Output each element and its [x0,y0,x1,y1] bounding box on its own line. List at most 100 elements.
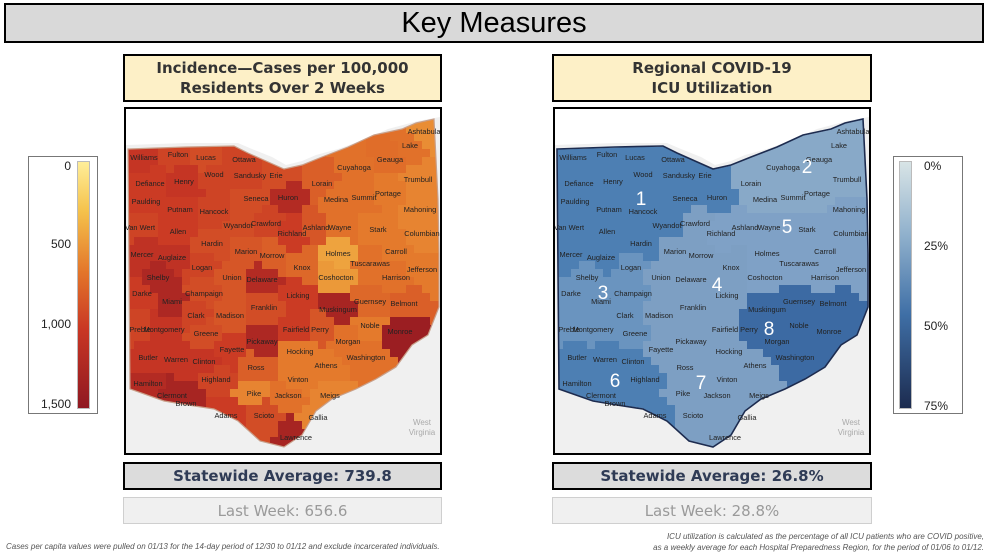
county-label-darke: Darke [132,289,152,298]
icu-statewide-average: Statewide Average: 26.8% [552,462,872,490]
county-label-highland: Highland [201,375,230,384]
icu-map[interactable]: Williams Fulton Lucas Ottawa Lake Ashtabula De… [553,107,871,455]
county-label-guernsey: Guernsey [354,297,386,306]
county-label-holmes: Holmes [325,249,350,258]
region-label-8: 8 [764,319,775,340]
county-label-athens: Athens [314,361,337,370]
county-label-jackson: Jackson [703,391,730,400]
county-label-wyandot: Wyandot [652,221,681,230]
county-label-shelby: Shelby [147,273,170,282]
icu-header-line2: ICU Utilization [651,79,773,97]
county-label-erie: Erie [269,171,282,180]
county-label-vinton: Vinton [288,375,309,384]
county-label-tuscarawas: Tuscarawas [779,259,819,268]
county-label-seneca: Seneca [672,194,698,203]
county-label-holmes: Holmes [754,249,779,258]
region-label-6: 6 [610,371,621,392]
county-label-pickaway: Pickaway [246,337,278,346]
county-label-montgomery: Montgomery [572,325,613,334]
west-virginia-label-line2: Virginia [838,428,865,437]
county-label-trumbull: Trumbull [833,175,862,184]
county-label-morgan: Morgan [335,337,360,346]
county-label-brown: Brown [176,399,197,408]
county-label-marion: Marion [664,247,687,256]
county-label-columbiana: Columbiana [404,229,440,238]
icu-header: Regional COVID-19 ICU Utilization [552,54,872,102]
county-label-sandusky: Sandusky [663,171,696,180]
county-label-licking: Licking [286,291,309,300]
county-label-putnam: Putnam [596,205,621,214]
west-virginia-label: West [413,418,432,427]
county-label-fulton: Fulton [597,150,618,159]
county-label-ashland: Ashland [303,223,330,232]
county-label-summit: Summit [780,193,805,202]
county-label-jackson: Jackson [274,391,301,400]
county-label-lucas: Lucas [196,153,216,162]
county-label-coshocton: Coshocton [318,273,353,282]
incidence-statewide-average: Statewide Average: 739.8 [123,462,442,490]
county-label-madison: Madison [216,311,244,320]
county-label-lorain: Lorain [741,179,762,188]
county-label-columbiana: Columbiana [833,229,869,238]
lake-erie [555,109,869,165]
county-label-ross: Ross [248,363,265,372]
county-label-summit: Summit [351,193,376,202]
county-label-richland: Richland [707,229,736,238]
lake-erie [126,109,440,165]
county-label-noble: Noble [360,321,379,330]
incidence-color-ramp [77,161,90,409]
county-label-lorain: Lorain [312,179,333,188]
county-label-noble: Noble [789,321,808,330]
county-label-knox: Knox [723,263,740,272]
county-label-ashtabula: Ashtabula [408,127,440,136]
county-label-perry: Perry [311,325,329,334]
county-label-williams: Williams [130,153,158,162]
county-label-coshocton: Coshocton [747,273,782,282]
county-label-butler: Butler [567,353,587,362]
county-label-crawford: Crawford [251,219,281,228]
county-label-brown: Brown [605,399,626,408]
region-label-5: 5 [782,217,793,238]
icu-legend-label-25: 25% [924,239,949,253]
county-label-union: Union [651,273,670,282]
incidence-map[interactable]: Williams Fulton Lucas Ottawa Lake Ashtabula De… [124,107,442,455]
county-label-clark: Clark [187,311,205,320]
icu-last-week: Last Week: 28.8% [552,497,872,524]
county-label-carroll: Carroll [385,247,407,256]
county-label-madison: Madison [645,311,673,320]
incidence-legend-label-0: 0 [64,159,71,173]
county-label-defiance: Defiance [564,179,593,188]
page-title-text: Key Measures [401,6,587,39]
county-label-geauga: Geauga [806,155,833,164]
county-label-harrison: Harrison [811,273,839,282]
incidence-footnote: Cases per capita values were pulled on 0… [6,542,440,551]
county-label-allen: Allen [599,227,615,236]
county-label-delaware: Delaware [246,275,277,284]
incidence-footnote-text: Cases per capita values were pulled on 0… [6,542,440,551]
county-label-mercer: Mercer [131,250,155,259]
incidence-legend-label-500: 500 [50,237,71,251]
county-label-mercer: Mercer [560,250,584,259]
county-label-auglaize: Auglaize [158,253,186,262]
icu-header-line1: Regional COVID-19 [632,59,792,77]
county-label-belmont: Belmont [819,299,846,308]
county-label-washington: Washington [776,353,815,362]
county-label-adams: Adams [214,411,237,420]
county-label-logan: Logan [621,263,642,272]
county-label-meigs: Meigs [749,391,769,400]
county-label-miami: Miami [162,297,182,306]
incidence-map-svg: Williams Fulton Lucas Ottawa Lake Ashtabula De… [126,109,440,453]
county-label-champaign: Champaign [614,289,652,298]
icu-map-svg: Williams Fulton Lucas Ottawa Lake Ashtabula De… [555,109,869,453]
county-label-gallia: Gallia [738,413,758,422]
county-label-williams: Williams [559,153,587,162]
icu-legend-label-75: 75% [924,399,949,413]
county-label-clark: Clark [616,311,634,320]
county-label-carroll: Carroll [814,247,836,256]
county-label-lucas: Lucas [625,153,645,162]
incidence-legend: 0 500 1,000 1,500 [28,156,98,414]
county-label-auglaize: Auglaize [587,253,615,262]
county-label-harrison: Harrison [382,273,410,282]
county-label-mahoning: Mahoning [404,205,436,214]
incidence-header: Incidence—Cases per 100,000 Residents Ov… [123,54,442,102]
